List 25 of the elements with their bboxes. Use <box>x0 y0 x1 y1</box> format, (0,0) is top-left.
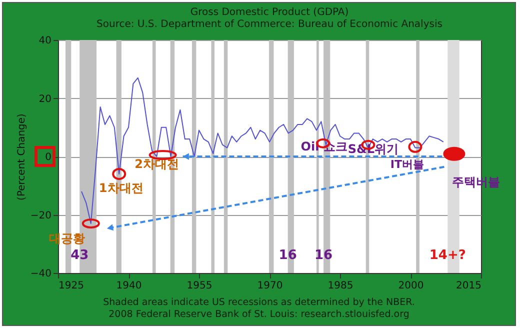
y-axis-title: (Percent Change) <box>16 113 28 200</box>
x-tick-label: 2015 <box>456 280 482 292</box>
band-label: 43 <box>70 248 89 263</box>
annotation: 2차대전 <box>134 157 179 172</box>
x-tick-label: 1925 <box>58 280 84 292</box>
annotation: S&L위기 <box>348 142 399 156</box>
chart-title: Gross Domestic Product (GDPA) <box>190 7 349 18</box>
y-tick-label: 40 <box>38 36 52 46</box>
x-tick-label: 2000 <box>398 280 424 292</box>
text: 2008 Federal Reserve Bank of St. Louis: research.stlouisfed.org <box>108 309 410 321</box>
text: Shaded areas indicate US recessions as determined by the NBER. <box>102 297 416 309</box>
band-label: 16 <box>278 248 297 263</box>
band-label: 16 <box>314 248 333 263</box>
x-tick-label: 1985 <box>328 280 354 292</box>
band-label: 14+? <box>429 248 466 263</box>
annotation: 1차대전 <box>98 180 144 195</box>
x-tick-label: 1970 <box>257 280 283 292</box>
y-tick-label: −40 <box>30 268 52 280</box>
annotation: IT버블 <box>390 158 424 171</box>
chart-subtitle: Source: U.S. Department of Commerce: Bureau of Economic Analysis <box>96 19 442 30</box>
y-tick-label: 20 <box>38 94 52 105</box>
x-tick-label: 1955 <box>186 280 212 292</box>
x-tick-label: 1940 <box>116 280 142 292</box>
y-tick-label: 0 <box>45 152 52 163</box>
y-tick-label: −20 <box>30 210 52 222</box>
